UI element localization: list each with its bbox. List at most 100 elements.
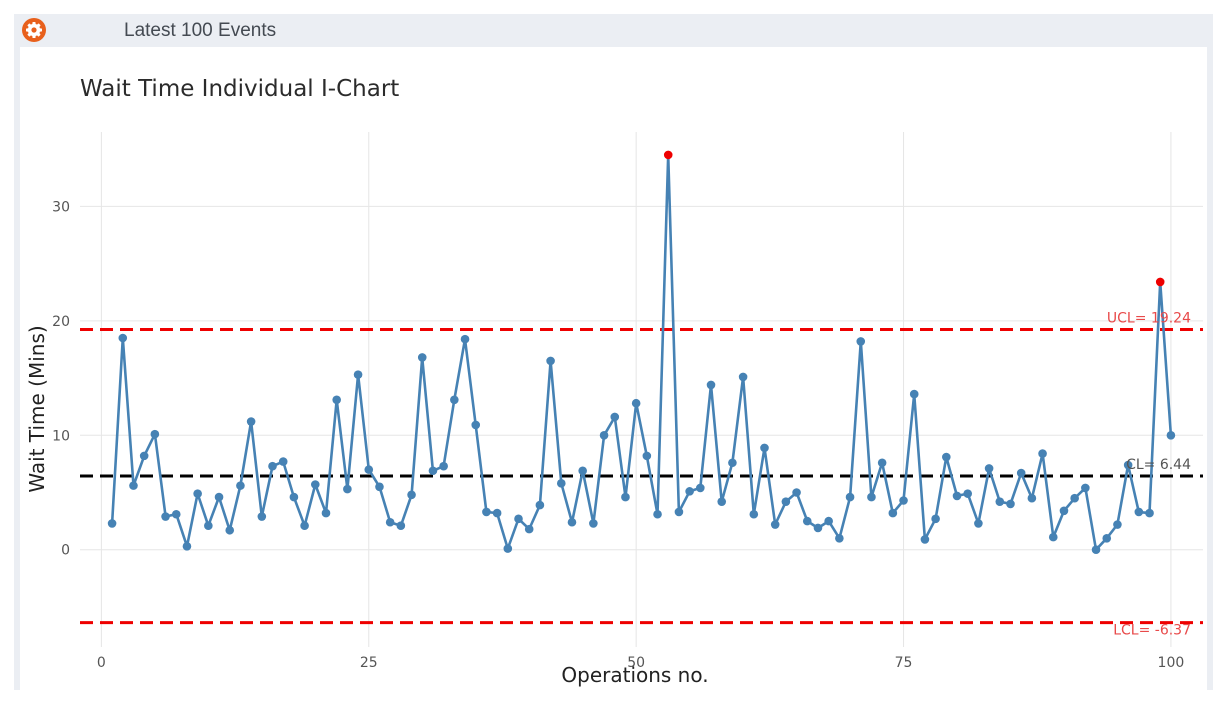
data-point bbox=[225, 525, 235, 535]
data-point bbox=[824, 516, 833, 526]
data-point bbox=[139, 451, 149, 461]
data-point bbox=[107, 519, 117, 528]
control-limit-lines bbox=[80, 328, 1203, 625]
data-point bbox=[460, 334, 470, 344]
data-point bbox=[1102, 533, 1112, 543]
data-point bbox=[1038, 449, 1047, 458]
data-point bbox=[567, 517, 577, 527]
gear-icon[interactable] bbox=[22, 18, 46, 42]
data-point bbox=[995, 497, 1005, 506]
data-point bbox=[1059, 506, 1069, 516]
data-point bbox=[278, 457, 288, 466]
data-point bbox=[653, 509, 662, 519]
data-point bbox=[599, 430, 609, 440]
data-point bbox=[428, 466, 438, 476]
data-point bbox=[856, 337, 866, 346]
panel-title: Latest 100 Events bbox=[124, 20, 277, 41]
panel-header: Latest 100 Events bbox=[14, 14, 1213, 47]
data-point bbox=[214, 492, 224, 502]
data-point bbox=[909, 389, 919, 399]
data-point bbox=[1027, 493, 1037, 503]
data-point bbox=[450, 395, 459, 405]
data-point bbox=[343, 484, 352, 494]
data-point bbox=[1006, 499, 1015, 509]
data-point bbox=[1048, 532, 1058, 542]
data-point bbox=[514, 514, 523, 524]
control-line-label: UCL= 19.24 bbox=[1107, 311, 1191, 327]
control-line-label: CL= 6.44 bbox=[1126, 457, 1191, 473]
data-point bbox=[129, 481, 138, 490]
data-point bbox=[417, 353, 427, 362]
data-point bbox=[407, 490, 416, 500]
data-point bbox=[760, 443, 769, 453]
data-point bbox=[578, 466, 587, 476]
data-point bbox=[717, 497, 727, 506]
data-point bbox=[867, 492, 876, 502]
data-point bbox=[246, 417, 256, 426]
data-point bbox=[171, 509, 181, 519]
data-point bbox=[118, 333, 128, 343]
y-axis-title: Wait Time (Mins) bbox=[25, 325, 49, 492]
data-point bbox=[674, 507, 684, 517]
y-tick-label: 0 bbox=[61, 543, 70, 559]
data-point bbox=[642, 451, 652, 461]
data-point bbox=[182, 541, 192, 551]
data-point bbox=[696, 483, 705, 493]
data-point bbox=[492, 508, 502, 518]
data-point bbox=[1081, 483, 1090, 493]
data-point bbox=[589, 519, 598, 528]
data-point bbox=[952, 491, 962, 501]
data-point bbox=[877, 458, 887, 468]
x-axis-title: Operations no. bbox=[561, 663, 708, 687]
control-line-label: LCL= -6.37 bbox=[1113, 623, 1191, 639]
data-point bbox=[931, 514, 940, 524]
x-tick-label: 50 bbox=[627, 655, 645, 671]
data-point bbox=[236, 481, 245, 490]
control-limit-labels: UCL= 19.24 CL= 6.44 LCL= -6.37 bbox=[1107, 311, 1191, 639]
data-point bbox=[888, 508, 898, 518]
data-series bbox=[107, 150, 1176, 555]
x-tick-label: 100 bbox=[1158, 655, 1185, 671]
data-point bbox=[385, 517, 395, 527]
data-point bbox=[1016, 468, 1026, 478]
data-point bbox=[738, 372, 748, 382]
y-tick-label: 20 bbox=[52, 314, 70, 330]
data-point bbox=[289, 492, 299, 502]
data-point bbox=[364, 465, 374, 474]
data-point bbox=[706, 380, 716, 390]
data-point bbox=[375, 482, 384, 492]
data-point bbox=[321, 508, 331, 518]
data-point bbox=[546, 356, 555, 366]
series-line bbox=[110, 153, 1173, 552]
data-point bbox=[974, 519, 983, 528]
out-of-control-point bbox=[1155, 277, 1165, 287]
data-point bbox=[503, 544, 513, 553]
data-point bbox=[792, 488, 801, 497]
data-point bbox=[300, 521, 309, 530]
data-point bbox=[161, 512, 170, 521]
data-point bbox=[193, 489, 202, 498]
data-point bbox=[920, 535, 930, 544]
data-point bbox=[984, 464, 994, 473]
data-point bbox=[396, 521, 406, 530]
data-point bbox=[802, 516, 812, 526]
data-point bbox=[749, 509, 759, 519]
data-point bbox=[524, 524, 534, 534]
data-point bbox=[631, 398, 641, 408]
y-tick-label: 10 bbox=[52, 428, 70, 444]
data-point bbox=[781, 497, 791, 506]
data-point bbox=[942, 452, 951, 462]
out-of-control-point bbox=[663, 150, 673, 160]
data-point bbox=[899, 496, 908, 505]
y-tick-label: 30 bbox=[52, 199, 70, 215]
data-point bbox=[835, 533, 844, 543]
data-point bbox=[1123, 460, 1133, 470]
data-point bbox=[728, 458, 737, 468]
i-chart: Wait Time Individual I-Chart 0 25 50 75 1000… bbox=[25, 76, 1203, 687]
data-point bbox=[1145, 508, 1154, 518]
dashboard-panel: Latest 100 Events Wait Time Individual I… bbox=[14, 14, 1213, 690]
data-point bbox=[353, 370, 363, 379]
data-point bbox=[770, 520, 780, 529]
data-point bbox=[1134, 507, 1144, 517]
x-tick-label: 75 bbox=[895, 655, 913, 671]
